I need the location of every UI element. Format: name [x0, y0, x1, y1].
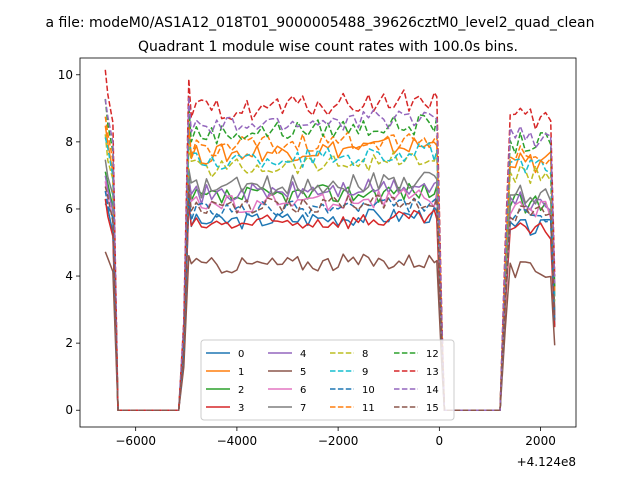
legend-label-13: 13: [426, 367, 439, 378]
x-axis: −6000 −4000 −2000 0 2000: [115, 427, 556, 448]
y-tick-label: 4: [65, 269, 73, 283]
y-tick-label: 10: [58, 68, 73, 82]
legend-label-9: 9: [362, 367, 368, 378]
y-tick-label: 6: [65, 202, 73, 216]
legend-label-7: 7: [300, 403, 306, 414]
chart-suptitle: a file: modeM0/AS1A12_018T01_9000005488_…: [46, 15, 595, 31]
x-tick-label: −4000: [217, 434, 258, 448]
legend-label-8: 8: [362, 349, 368, 360]
x-tick-label: −2000: [318, 434, 359, 448]
y-tick-label: 8: [65, 135, 73, 149]
legend-frame: [200, 339, 455, 421]
legend-label-3: 3: [238, 403, 244, 414]
legend-label-12: 12: [426, 349, 439, 360]
legend-label-0: 0: [238, 349, 244, 360]
legend-label-14: 14: [426, 385, 439, 396]
legend-label-6: 6: [300, 385, 306, 396]
x-tick-label: 2000: [525, 434, 556, 448]
series-line-15: [104, 183, 556, 411]
plot-frame: [79, 57, 577, 428]
x-offset-label: +4.124e8: [517, 455, 576, 469]
legend-label-5: 5: [300, 367, 306, 378]
y-tick-label: 0: [65, 403, 73, 417]
legend-label-2: 2: [238, 385, 244, 396]
chart-title: Quadrant 1 module wise count rates with …: [138, 39, 518, 55]
x-tick-label: −6000: [115, 434, 156, 448]
y-tick-label: 2: [65, 336, 73, 350]
series-layer: [104, 69, 556, 411]
legend-label-1: 1: [238, 367, 244, 378]
x-tick-label: 0: [436, 434, 444, 448]
legend-label-15: 15: [426, 403, 439, 414]
legend-label-11: 11: [362, 403, 375, 414]
y-axis: 0 2 4 6 8 10: [58, 68, 80, 417]
legend-label-4: 4: [300, 349, 306, 360]
legend-label-10: 10: [362, 385, 375, 396]
